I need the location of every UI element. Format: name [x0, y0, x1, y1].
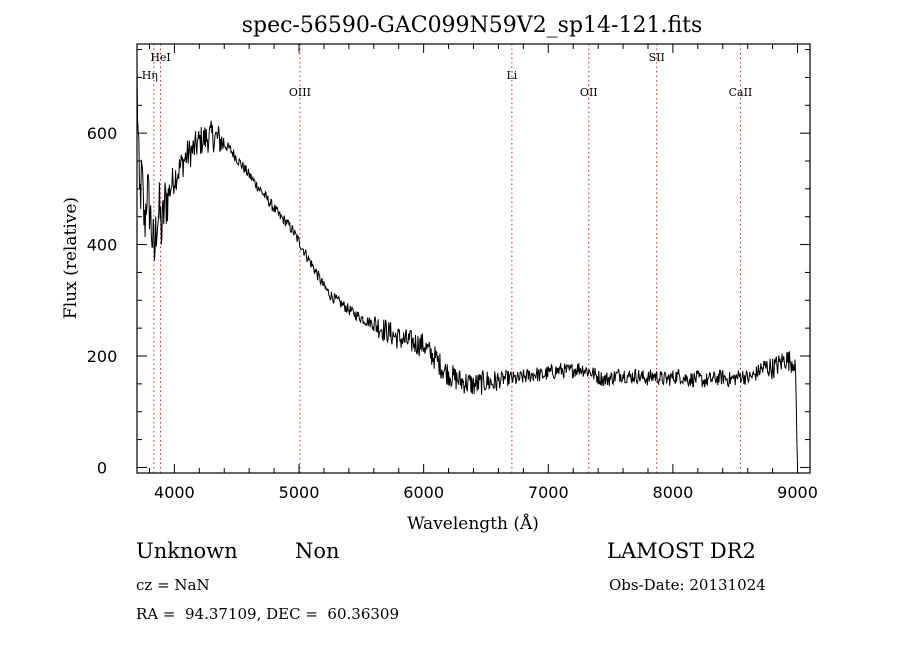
y-tick-label: 600 [87, 124, 118, 143]
coordinates: RA = 94.37109, DEC = 60.36309 [136, 605, 400, 623]
emission-line-label: Li [506, 69, 517, 82]
plot-frame [136, 43, 811, 474]
object-subclass: Non [295, 539, 340, 563]
y-tick-label: 400 [87, 236, 118, 255]
y-tick-label: 0 [97, 458, 107, 477]
x-axis-label: Wavelength (Å) [407, 513, 539, 534]
emission-line-label: CaII [729, 86, 753, 99]
emission-line-label: HeI [150, 51, 170, 64]
redshift-cz: cz = NaN [136, 576, 210, 594]
x-tick-label: 8000 [653, 483, 694, 502]
x-tick-label: 4000 [154, 483, 195, 502]
emission-line-label: OIII [289, 86, 311, 99]
survey-name: LAMOST DR2 [607, 539, 756, 563]
y-axis-label: Flux (relative) [61, 197, 81, 319]
emission-line-label: SII [649, 51, 665, 64]
x-tick-label: 7000 [528, 483, 569, 502]
chart-title: spec-56590-GAC099N59V2_sp14-121.fits [242, 13, 703, 38]
spectrum-line [136, 67, 798, 465]
y-tick-label: 200 [87, 347, 118, 366]
spectrum-series [136, 67, 798, 465]
emission-line-label: OII [580, 86, 598, 99]
x-tick-label: 5000 [279, 483, 320, 502]
object-class: Unknown [136, 539, 238, 563]
x-tick-label: 6000 [403, 483, 444, 502]
axis-ticks: 4000 5000 6000 7000 8000 9000 0 200 400 600 [87, 44, 818, 502]
x-tick-label: 9000 [777, 483, 818, 502]
emission-line-label: Hη [142, 69, 158, 82]
observation-date: Obs-Date: 20131024 [609, 576, 766, 594]
emission-lines: HeI Hη OIII Li OII SII CaII [142, 44, 753, 473]
